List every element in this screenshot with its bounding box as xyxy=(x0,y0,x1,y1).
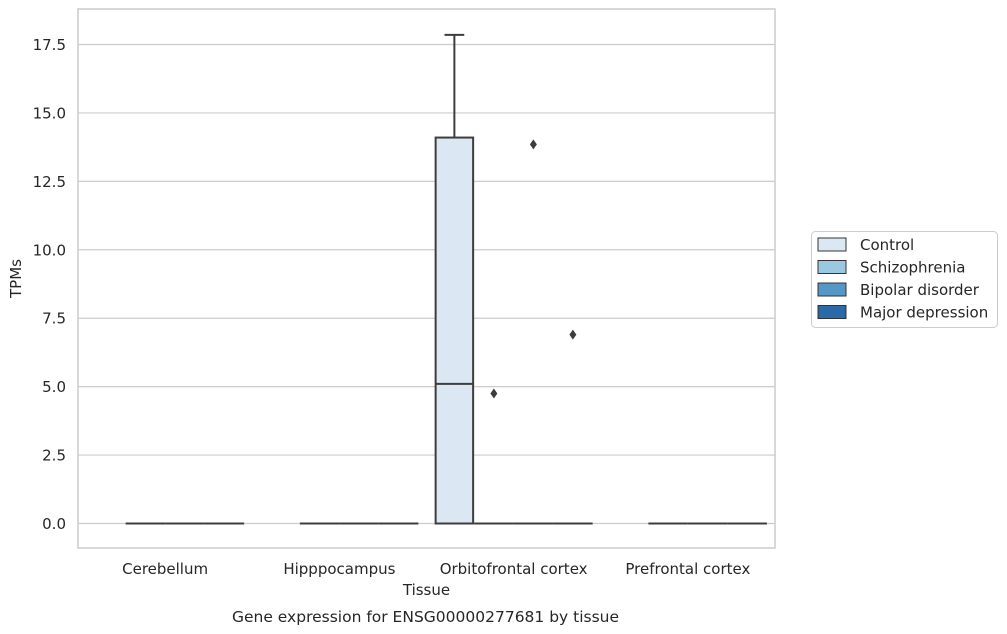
box-schizophrenia xyxy=(474,388,514,525)
outlier-marker xyxy=(490,388,498,399)
grid-lines xyxy=(78,43,775,525)
boxes xyxy=(125,33,767,525)
y-tick-label: 7.5 xyxy=(42,310,66,328)
legend-item: Bipolar disorder xyxy=(817,281,980,299)
box-body xyxy=(434,136,475,525)
outlier-marker xyxy=(529,139,537,150)
box-control xyxy=(434,33,475,525)
outlier-marker xyxy=(569,329,577,340)
y-tick-labels: 0.0 2.5 5.0 7.5 10.0 12.5 15.0 17.5 xyxy=(33,36,66,533)
legend-item: Schizophrenia xyxy=(817,259,965,277)
legend-swatch xyxy=(817,305,847,319)
box-major-depression xyxy=(553,329,593,525)
y-tick-label: 10.0 xyxy=(33,241,66,259)
legend-swatch xyxy=(817,237,847,252)
legend-item: Major depression xyxy=(817,304,988,322)
y-tick-label: 2.5 xyxy=(42,447,66,465)
x-tick-label: Orbitofrontal cortex xyxy=(440,560,588,578)
y-tick-label: 0.0 xyxy=(42,515,66,533)
x-tick-label: Prefrontal cortex xyxy=(625,560,750,578)
plot-area xyxy=(77,8,776,549)
x-tick-label: Hipppocampus xyxy=(283,560,395,578)
x-axis-label: Tissue xyxy=(402,581,450,599)
y-tick-label: 12.5 xyxy=(33,173,66,191)
x-tick-label: Cerebellum xyxy=(122,560,208,578)
legend-label: Bipolar disorder xyxy=(860,281,980,299)
y-axis-label: TPMs xyxy=(7,259,25,299)
y-tick-label: 15.0 xyxy=(33,104,66,122)
legend-item: Control xyxy=(817,236,914,254)
chart-caption: Gene expression for ENSG00000277681 by t… xyxy=(232,608,619,626)
legend-label: Major depression xyxy=(860,304,988,322)
legend-swatch xyxy=(817,260,847,274)
box-bipolar-disorder xyxy=(513,139,554,525)
legend-swatch xyxy=(817,282,847,297)
y-tick-label: 17.5 xyxy=(33,36,66,54)
x-tick-labels: Cerebellum Hipppocampus Orbitofrontal cort… xyxy=(122,560,750,578)
legend-frame xyxy=(811,231,998,328)
legend-label: Schizophrenia xyxy=(860,259,965,277)
y-tick-label: 5.0 xyxy=(42,378,66,396)
legend: Control Schizophrenia Bipolar disorder Majo… xyxy=(811,231,998,328)
legend-label: Control xyxy=(860,236,914,254)
